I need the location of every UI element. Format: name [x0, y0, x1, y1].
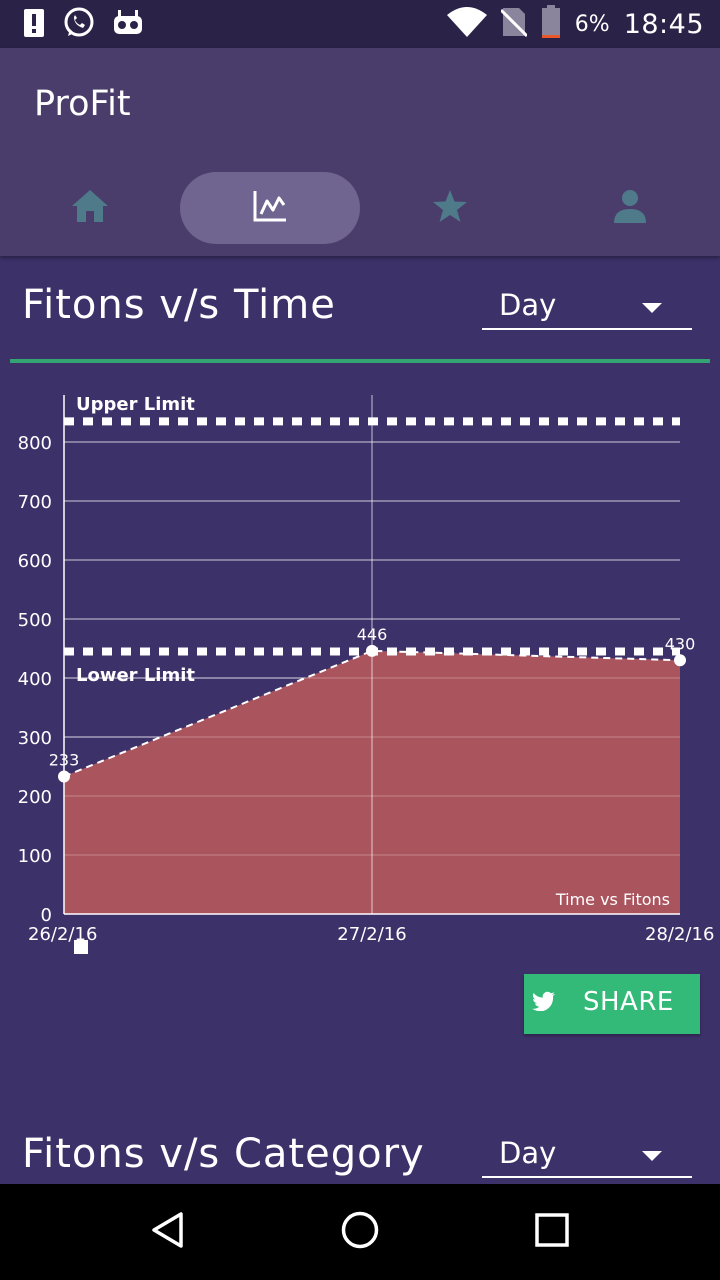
data-point — [366, 644, 378, 657]
star-icon — [432, 189, 468, 227]
series-label: Time vs Fitons — [555, 890, 670, 909]
tab-stats[interactable] — [180, 172, 360, 244]
back-icon — [151, 1211, 185, 1253]
notification-icons — [22, 6, 144, 44]
share-button[interactable]: SHARE — [524, 974, 700, 1034]
recents-icon — [534, 1212, 570, 1252]
y-tick-label: 300 — [18, 728, 52, 749]
upper-limit-label: Upper Limit — [76, 394, 195, 415]
y-tick-label: 500 — [18, 610, 52, 631]
y-tick-label: 700 — [18, 492, 52, 513]
chart-labels: Upper Limit Lower Limit Time vs Fitons 0… — [18, 394, 714, 954]
section-title-time: Fitons v/s Time — [22, 282, 336, 328]
share-label: SHARE — [583, 987, 674, 1017]
legend-swatch — [74, 940, 88, 954]
dropdown-arrow-icon — [642, 1151, 662, 1161]
period-dropdown-category[interactable]: Day — [482, 1136, 692, 1178]
system-indicators: 6% 18:45 — [446, 0, 704, 48]
home-button[interactable] — [330, 1204, 390, 1260]
lower-limit-label: Lower Limit — [76, 665, 195, 686]
y-tick-label: 400 — [18, 669, 52, 690]
whatsapp-icon — [62, 6, 96, 44]
battery-icon — [541, 5, 561, 43]
twitter-icon — [532, 991, 556, 1015]
wifi-icon — [446, 7, 487, 41]
y-tick-label: 800 — [18, 433, 52, 454]
data-label: 430 — [665, 634, 696, 653]
alert-icon — [22, 7, 46, 43]
data-point — [674, 654, 686, 667]
no-sim-icon — [499, 6, 528, 42]
y-tick-label: 100 — [18, 846, 52, 867]
back-button[interactable] — [138, 1204, 198, 1260]
home-circle-icon — [340, 1210, 380, 1254]
tab-home[interactable] — [0, 172, 180, 244]
dropdown-value: Day — [499, 288, 557, 322]
status-bar: 6% 18:45 — [0, 0, 720, 48]
tab-profile[interactable] — [540, 172, 720, 244]
section-title-category: Fitons v/s Category — [22, 1131, 425, 1177]
fitons-time-chart: Upper Limit Lower Limit Time vs Fitons 0… — [18, 394, 714, 954]
y-tick-label: 0 — [41, 905, 52, 926]
series-line — [63, 649, 681, 778]
dropdown-arrow-icon — [642, 303, 662, 313]
data-label: 446 — [357, 625, 388, 644]
android-icon — [112, 8, 144, 42]
app-title: ProFit — [34, 84, 131, 124]
dropdown-value: Day — [499, 1136, 557, 1170]
battery-percent: 6% — [574, 11, 610, 37]
tab-favorites[interactable] — [360, 172, 540, 244]
system-nav-bar — [0, 1184, 720, 1280]
home-icon — [70, 188, 110, 228]
data-points — [58, 644, 686, 783]
clock: 18:45 — [623, 8, 704, 40]
x-tick-label: 26/2/16 — [28, 924, 97, 945]
y-tick-label: 600 — [18, 551, 52, 572]
y-tick-label: 200 — [18, 787, 52, 808]
x-tick-label: 27/2/16 — [337, 924, 406, 945]
data-point — [58, 770, 70, 783]
chart-icon — [252, 189, 288, 227]
x-tick-label: 28/2/16 — [645, 924, 714, 945]
period-dropdown-time[interactable]: Day — [482, 288, 692, 330]
recents-button[interactable] — [522, 1204, 582, 1260]
app-bar: ProFit — [0, 48, 720, 256]
person-icon — [612, 188, 648, 228]
data-label: 233 — [49, 751, 80, 770]
section-divider — [10, 359, 710, 363]
